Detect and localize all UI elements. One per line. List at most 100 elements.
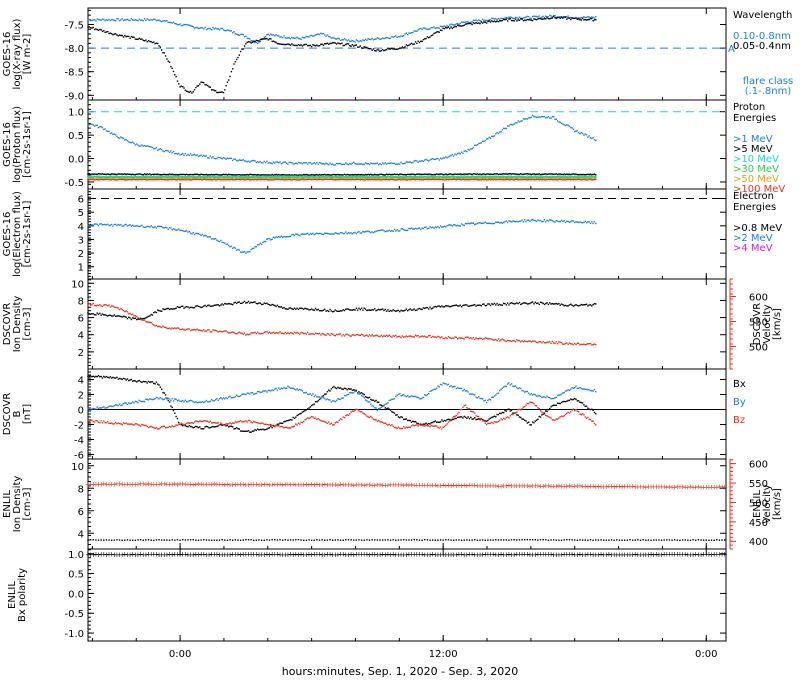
data-point — [459, 178, 461, 181]
data-point — [418, 28, 421, 30]
data-point — [349, 163, 351, 165]
data-point — [512, 302, 514, 305]
data-point — [421, 335, 423, 337]
data-point — [192, 25, 194, 28]
data-point — [337, 37, 339, 39]
data-point — [335, 178, 338, 180]
data-point — [121, 316, 123, 318]
data-point — [325, 310, 327, 312]
data-point — [146, 173, 148, 175]
data-point — [383, 335, 385, 337]
data-point — [476, 22, 479, 25]
data-point — [452, 155, 455, 157]
data-point — [363, 179, 365, 181]
data-point — [433, 26, 435, 28]
legend-title: Proton — [733, 102, 765, 113]
data-point — [363, 39, 365, 42]
data-point — [293, 44, 296, 47]
data-point — [447, 224, 450, 226]
data-point — [542, 340, 544, 343]
data-point — [135, 173, 138, 176]
data-point — [160, 177, 163, 180]
data-point — [100, 173, 102, 175]
data-point — [318, 332, 321, 335]
data-point — [285, 175, 288, 177]
data-point — [455, 176, 458, 179]
data-point — [430, 173, 433, 176]
data-point — [104, 176, 106, 178]
data-point — [500, 173, 502, 175]
data-point — [168, 327, 171, 329]
data-point — [446, 337, 448, 340]
data-point — [313, 333, 315, 336]
data-point — [331, 173, 334, 176]
data-point — [438, 176, 440, 179]
data-point — [132, 313, 134, 315]
data-point — [499, 18, 501, 20]
data-point — [456, 24, 459, 27]
data-point — [434, 305, 436, 308]
data-point — [330, 176, 333, 178]
data-point — [139, 318, 142, 321]
data-point — [581, 175, 584, 177]
data-point — [314, 174, 317, 176]
data-point — [355, 232, 358, 235]
data-point — [128, 379, 130, 382]
data-point — [395, 334, 397, 337]
data-point — [378, 37, 380, 40]
data-point — [88, 223, 91, 226]
data-point — [224, 89, 226, 91]
data-point — [238, 428, 240, 430]
data-point — [120, 34, 122, 37]
data-point — [246, 177, 248, 180]
data-point — [304, 162, 306, 164]
data-point — [584, 175, 586, 178]
data-point — [350, 309, 352, 311]
data-point — [193, 306, 196, 309]
data-point — [113, 178, 116, 180]
data-point — [338, 178, 340, 181]
data-point — [250, 160, 252, 162]
data-point — [426, 175, 429, 177]
data-point — [185, 177, 188, 180]
data-point — [489, 304, 492, 307]
data-point — [372, 174, 375, 176]
data-point — [378, 178, 380, 181]
data-point — [316, 400, 318, 403]
data-point — [512, 177, 514, 180]
data-point — [370, 173, 372, 175]
data-point — [552, 303, 555, 305]
data-point — [471, 338, 473, 340]
data-point — [567, 175, 569, 177]
data-point — [122, 309, 125, 312]
data-point — [122, 225, 125, 227]
data-point — [289, 307, 292, 309]
data-point — [218, 177, 221, 180]
data-point — [574, 221, 576, 224]
data-point — [422, 27, 425, 29]
data-point — [501, 17, 504, 20]
data-point — [374, 308, 376, 310]
data-point — [392, 335, 394, 337]
data-point — [406, 161, 409, 163]
data-point — [387, 37, 389, 39]
y-tick-label: -8.5 — [64, 68, 84, 79]
data-point — [495, 221, 497, 223]
data-point — [471, 418, 473, 420]
data-point — [458, 23, 460, 26]
data-point — [575, 175, 577, 178]
data-point — [583, 176, 585, 179]
data-point — [364, 334, 367, 337]
data-point — [258, 176, 260, 178]
data-point — [195, 329, 197, 331]
data-point — [91, 175, 93, 177]
data-point — [500, 221, 502, 224]
data-point — [495, 177, 497, 180]
data-point — [409, 308, 411, 310]
data-point — [458, 177, 460, 180]
data-point — [271, 173, 273, 176]
data-point — [504, 19, 506, 21]
data-point — [585, 173, 588, 176]
data-point — [191, 329, 193, 331]
data-point — [170, 177, 172, 180]
